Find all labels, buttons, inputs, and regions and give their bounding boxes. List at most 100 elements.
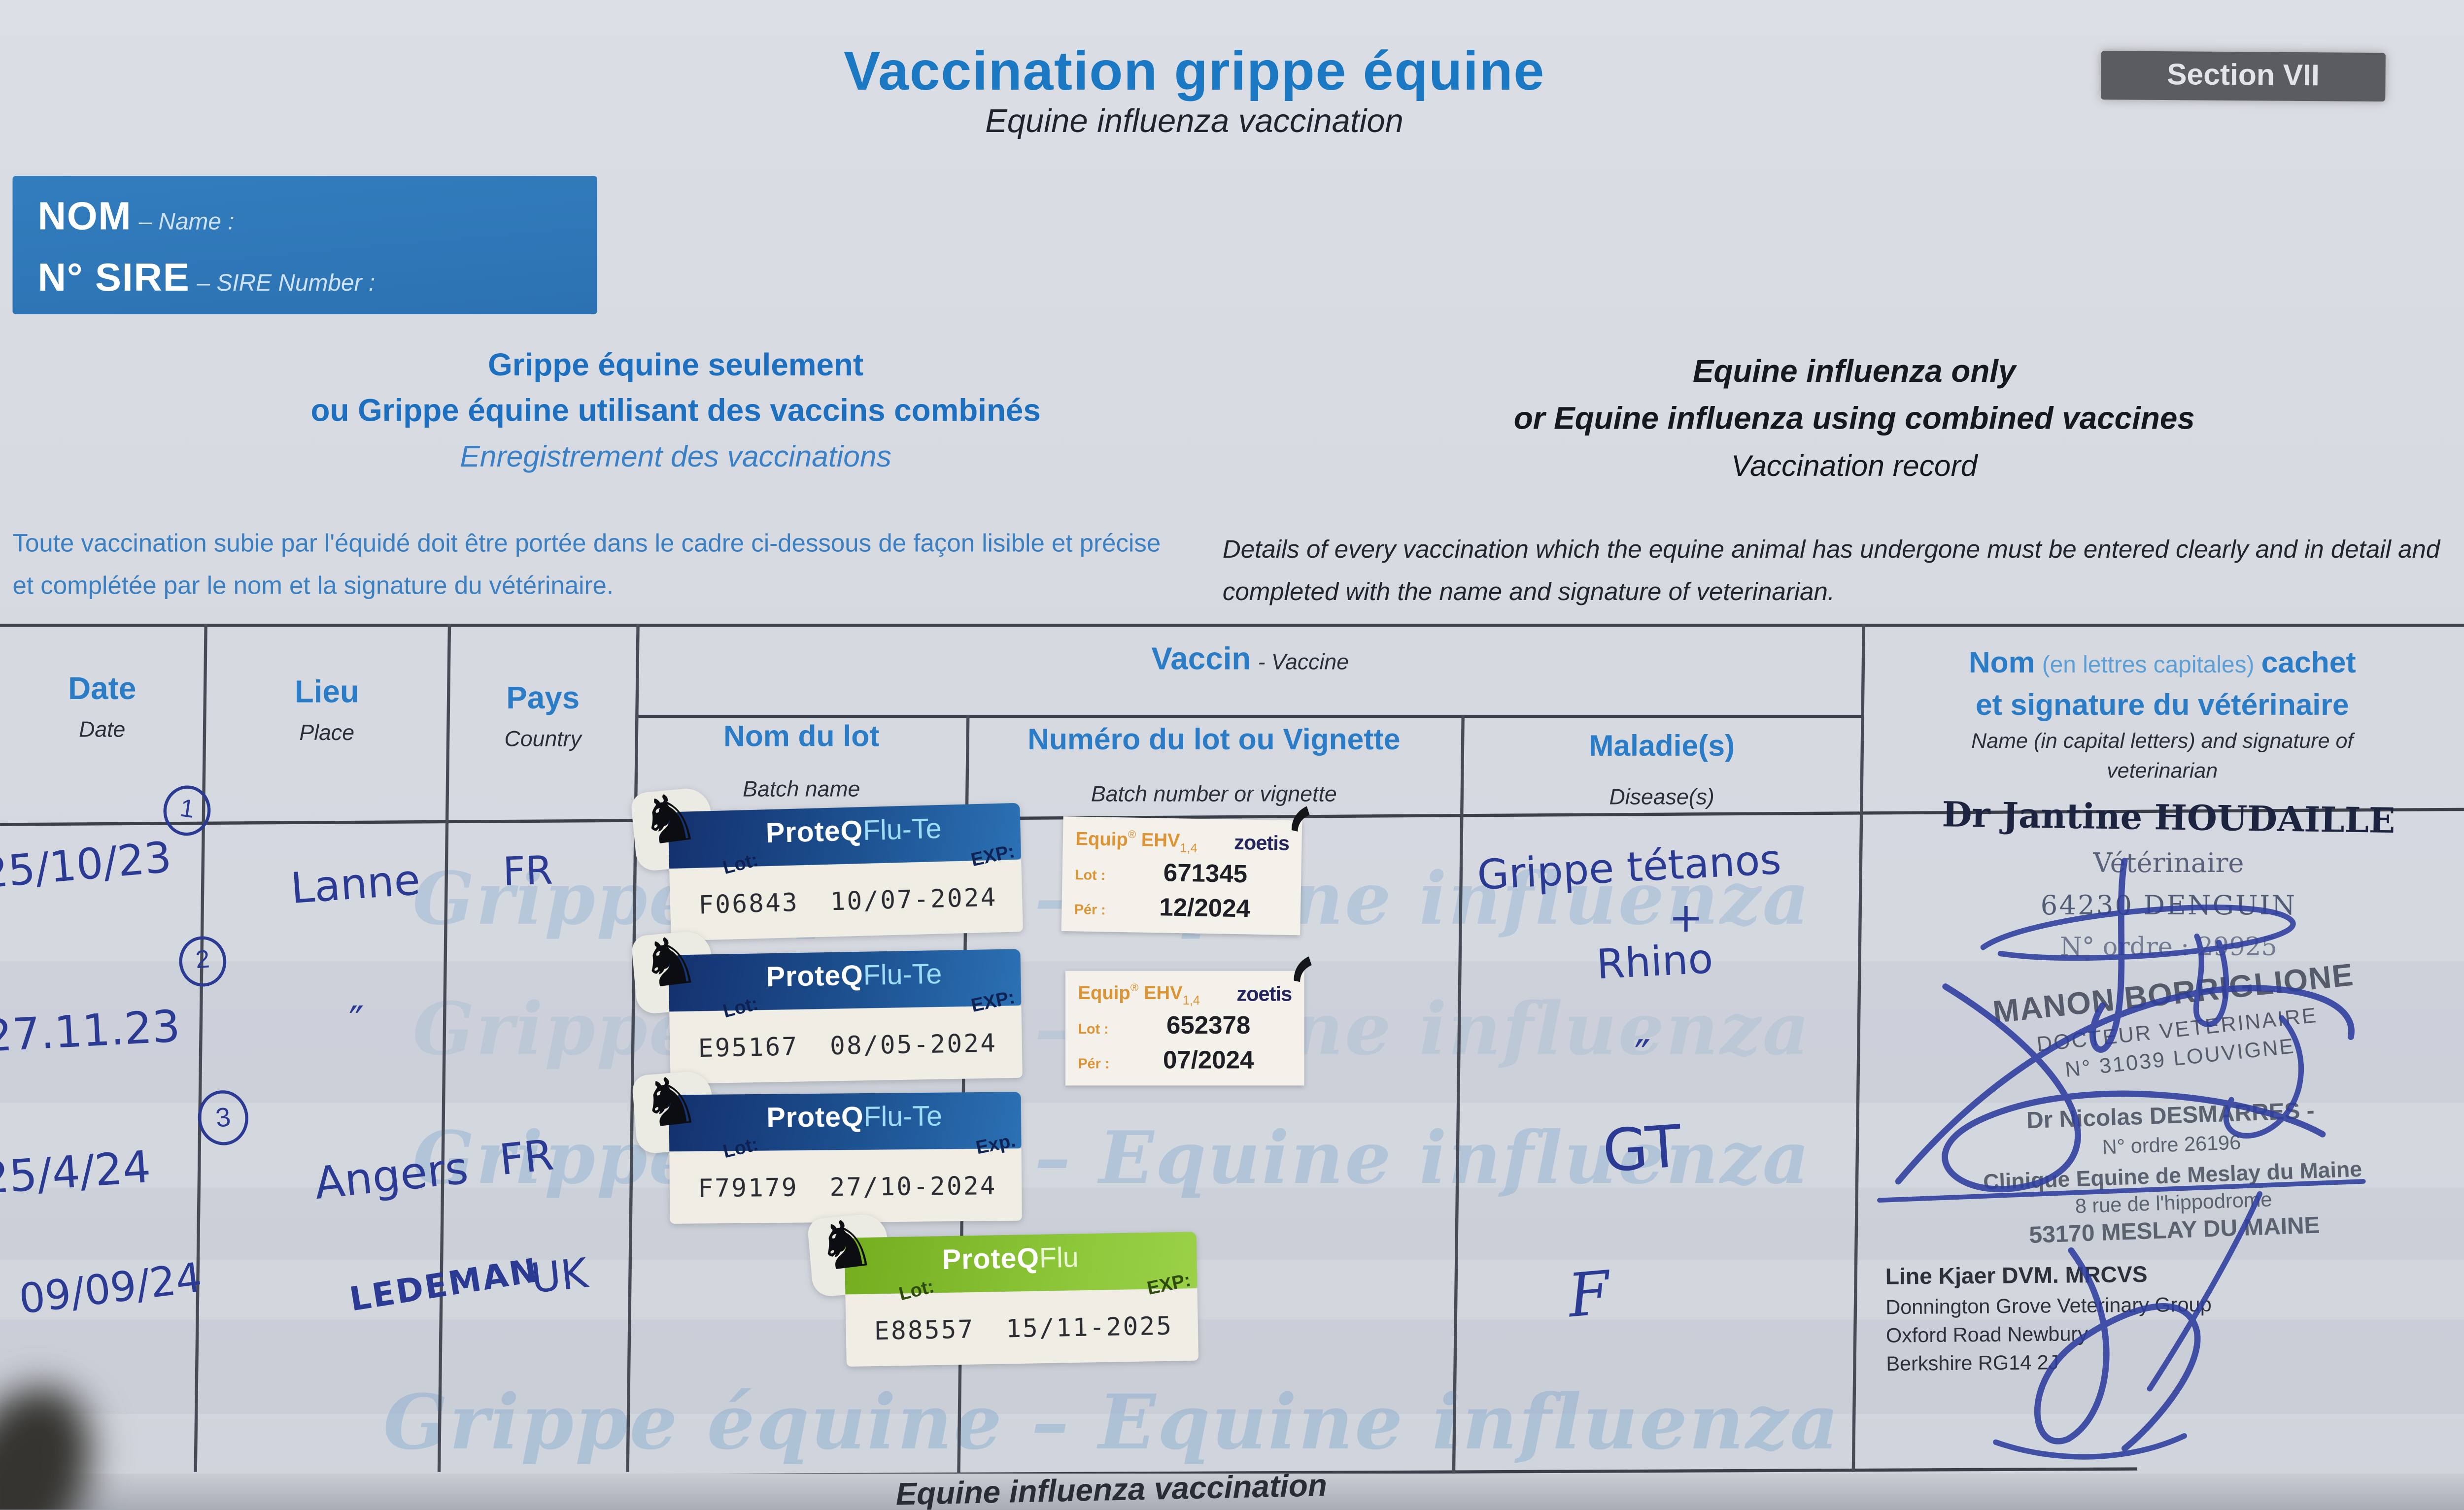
batch-number: E88557 (874, 1313, 975, 1345)
brand-proteq: ProteQ (766, 1101, 864, 1134)
expiry-date: 15/11-2025 (1005, 1309, 1173, 1343)
col-header-vet-en-line2: veterinarian (2107, 759, 2218, 783)
vignette-lot-row: Lot : 652378 (1078, 1014, 1292, 1042)
batch-number: F06843 (698, 886, 799, 919)
pen-mark-icon (1294, 956, 1312, 982)
lot-value: 671345 (1163, 861, 1248, 890)
lot-label: Lot : (1074, 867, 1106, 884)
sticker-brand: ProteQFlu-Te (765, 813, 942, 850)
brand-variant: Flu-Te (862, 812, 942, 846)
product-name: Equip (1078, 981, 1130, 1004)
col-header-maladie-fr: Maladie(s) (1588, 730, 1735, 764)
col-header-lieu-fr: Lieu (294, 675, 359, 710)
batch-number: F79179 (698, 1172, 799, 1203)
sticker-body: E88557 15/11-2025 (845, 1288, 1199, 1367)
identity-box: NOM – Name : N° SIRE – SIRE Number : (12, 176, 597, 314)
instruction-fr: Toute vaccination subie par l'équidé doi… (12, 531, 1161, 600)
brand-variant: Flu (1039, 1242, 1079, 1274)
product-subscript: 1,4 (1180, 841, 1198, 856)
sticker-header: ProteQFlu-Te Lot: EXP: (668, 803, 1022, 879)
intro-en-line2: or Equine influenza using combined vacci… (1513, 402, 2195, 437)
col-header-vet-fr-line1: Nom (en lettres capitales) cachet (1870, 644, 2455, 686)
product-range: EHV (1141, 829, 1180, 852)
vet-name: Dr Jantine HOUDAILLE (1942, 795, 2396, 842)
page-subtitle: Equine influenza vaccination (985, 103, 1403, 140)
vet-stamp-row4: Line Kjaer DVM. MRCVS Donnington Grove V… (1885, 1261, 2421, 1376)
sire-label: N° SIRE (37, 256, 190, 301)
entry-number-circle-1: 1 (160, 782, 214, 839)
zoetis-vignette-row2: Equip® EHV1,4 zoetis Lot : 652378 Pér : … (1065, 956, 1312, 1086)
row1-place-handwritten: Lanne (289, 856, 422, 914)
intro-fr-line2: ou Grippe équine utilisant des vaccins c… (310, 394, 1041, 429)
vignette-product-line: Equip® EHV1,4 zoetis (1078, 981, 1293, 1008)
sticker-body: E95167 08/05-2024 (669, 1005, 1023, 1084)
row2-disease-ditto: ″ (1634, 1030, 1651, 1083)
horse-head-icon: ♞ (812, 1205, 880, 1285)
horse-head-icon: ♞ (636, 922, 704, 1003)
brand-proteq: ProteQ (766, 959, 864, 993)
product-range: EHV (1143, 981, 1183, 1004)
registered-mark: ® (1130, 983, 1139, 995)
row1-date-handwritten: 25/10/23 (0, 834, 173, 899)
col-header-num-fr: Numéro du lot ou Vignette (1027, 724, 1401, 757)
col-header-vet-en-line1: Name (in capital letters) and signature … (1971, 729, 2354, 753)
vet-stamp-row3: Dr Nicolas DESMARRES - N° ordre 26196 Cl… (1891, 1093, 2454, 1254)
nom-line: NOM – Name : (38, 195, 572, 240)
vaccin-header-underline (638, 714, 1864, 717)
clinic-city: Berkshire RG14 2J (1886, 1350, 2059, 1376)
col-header-vaccin-fr: Vaccin (1151, 642, 1251, 677)
page-edge (0, 1474, 2464, 1510)
col-header-date-en: Date (79, 716, 126, 742)
zoetis-logo: zoetis (1236, 981, 1292, 1006)
intro-en-line1: Equine influenza only (1692, 355, 2016, 390)
vignette-product-line: Equip® EHV1,4 zoetis (1075, 828, 1290, 857)
sticker-brand: ProteQFlu (942, 1242, 1079, 1277)
table-top-border (0, 623, 2464, 627)
vet-header-cachet: cachet (2261, 647, 2356, 680)
brand-proteq: ProteQ (942, 1242, 1040, 1275)
col-header-vaccin-en: - Vaccine (1258, 648, 1349, 674)
brand-variant: Flu-Te (863, 1100, 943, 1133)
col-header-date-fr: Date (68, 672, 137, 707)
page-title: Vaccination grippe équine (844, 40, 1545, 102)
col-header-vet: Nom (en lettres capitales) cachet et sig… (1870, 644, 2455, 787)
row4-disease-handwritten: F (1565, 1258, 1613, 1331)
col-header-pays-en: Country (504, 726, 582, 751)
col-header-vaccin: Vaccin - Vaccine (638, 642, 1862, 678)
vet-title: Vétérinaire (2093, 848, 2244, 880)
brand-proteq: ProteQ (765, 815, 863, 849)
product-subscript: 1,4 (1182, 993, 1200, 1008)
vet-stamp-row1: Dr Jantine HOUDAILLE Vétérinaire 64230 D… (1886, 795, 2452, 961)
watermark-row4: Grippe équine – Equine influenza (383, 1379, 1841, 1468)
registered-mark: ® (1128, 830, 1136, 841)
row3-disease-handwritten: GT (1600, 1112, 1684, 1186)
sire-line: N° SIRE – SIRE Number : (38, 256, 572, 302)
lot-label: Lot : (1078, 1021, 1109, 1038)
col-header-pays-fr: Pays (506, 681, 580, 717)
vignette-per-row: Pér : 07/2024 (1078, 1048, 1292, 1076)
instruction-en: Details of every vaccination which the e… (1222, 537, 2440, 606)
sticker-brand: ProteQFlu-Te (766, 958, 942, 994)
intro-fr-line3: Enregistrement des vaccinations (460, 441, 891, 475)
sticker-header: ProteQFlu-Te Lot: Exp. (669, 1092, 1022, 1163)
row4-date-handwritten: 09/09/24 (16, 1255, 205, 1325)
expiry-date: 27/10-2024 (829, 1170, 997, 1202)
row1-country-handwritten: FR (502, 847, 554, 895)
intro-fr-line1: Grippe équine seulement (488, 348, 864, 384)
col-header-lieu-en: Place (299, 719, 355, 745)
col-header-vet-fr-line2: et signature du vétérinaire (1975, 689, 2349, 722)
col-header-lot-fr: Nom du lot (723, 721, 880, 754)
clinic-street: Oxford Road Newbury (1885, 1321, 2088, 1347)
row1-disease-rhino: Rhino (1595, 936, 1714, 990)
sticker-header: ProteQFlu-Te Lot: EXP: (668, 949, 1022, 1022)
section-badge: Section VII (2101, 51, 2386, 102)
intro-en-line3: Vaccination record (1731, 451, 1978, 484)
expiry-date: 08/05-2024 (829, 1027, 997, 1060)
vet-city: 64230 DENGUIN (2040, 891, 2297, 922)
sire-sublabel: – SIRE Number : (197, 270, 376, 297)
horse-head-icon: ♞ (636, 1062, 704, 1142)
col-header-lot-en: Batch name (743, 776, 860, 802)
zoetis-logo: zoetis (1233, 830, 1290, 855)
vet-header-paren: (en lettres capitales) (2042, 652, 2255, 679)
sticker-body: F06843 10/07-2024 (669, 859, 1024, 941)
